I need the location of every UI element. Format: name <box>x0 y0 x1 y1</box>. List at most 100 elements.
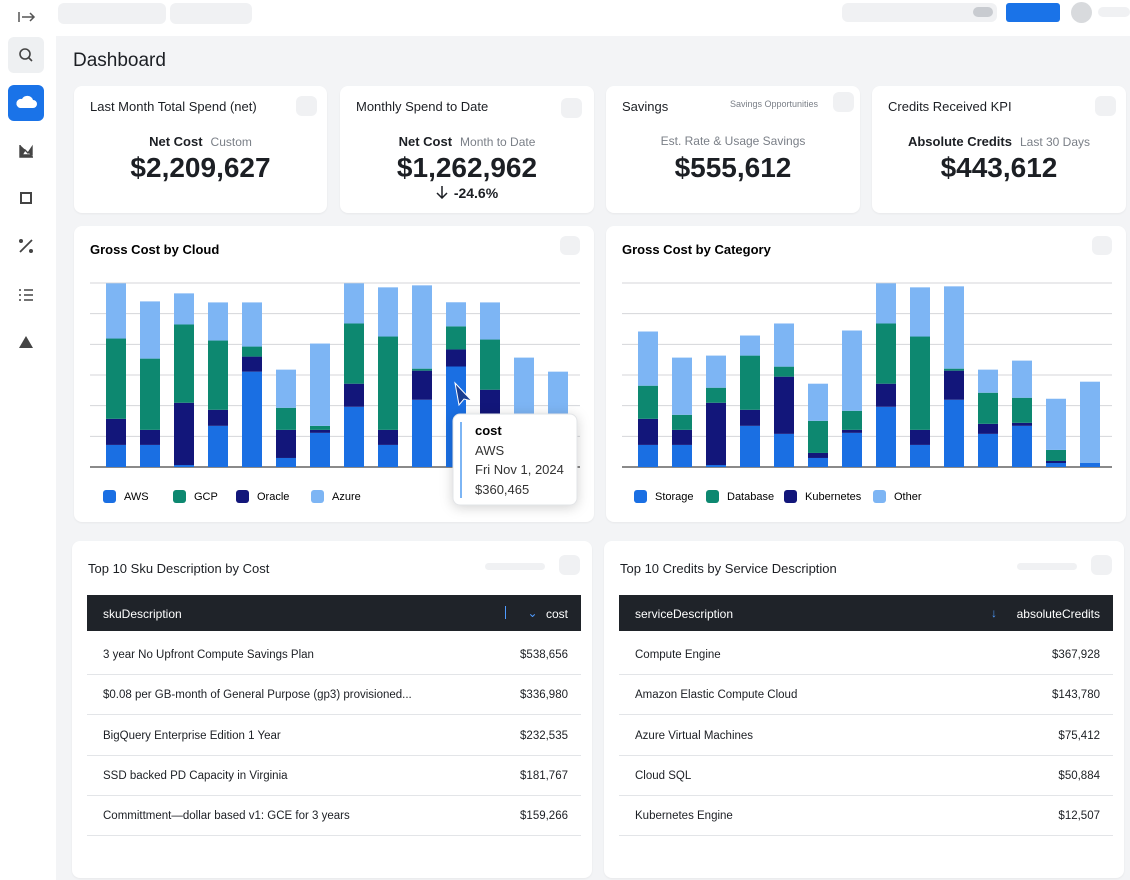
expand-icon[interactable] <box>18 12 36 22</box>
bar-segment <box>672 414 692 430</box>
bar-segment <box>1012 360 1032 398</box>
bar-segment <box>412 368 432 371</box>
bar-segment <box>1046 449 1066 461</box>
kpi-title: Monthly Spend to Date <box>356 99 489 114</box>
bar-segment <box>808 452 828 458</box>
menu-button[interactable] <box>561 98 582 118</box>
cell: $50,884 <box>1058 769 1100 782</box>
search-button[interactable] <box>8 37 44 73</box>
sort-icon: ⌄ <box>527 606 538 620</box>
cell: $367,928 <box>1052 649 1100 661</box>
bar-segment <box>1012 397 1032 423</box>
bar-segment <box>208 340 228 410</box>
percent-nav-icon[interactable] <box>19 239 33 253</box>
cell: BigQuery Enterprise Edition 1 Year <box>103 729 281 742</box>
bar-segment <box>140 358 160 430</box>
bar-segment <box>808 383 828 421</box>
bar-segment <box>480 339 500 390</box>
table-title: Top 10 Sku Description by Cost <box>88 561 270 576</box>
table-header: serviceDescription absoluteCredits ↓ <box>619 595 1113 631</box>
cursor <box>454 381 474 407</box>
bar-segment <box>1046 398 1066 450</box>
cell: Cloud SQL <box>635 769 692 782</box>
bar-segment <box>808 420 828 453</box>
table-row: 3 year No Upfront Compute Savings Plan $5… <box>87 635 581 675</box>
column-header[interactable]: cost <box>545 607 568 621</box>
bar-segment <box>842 432 862 467</box>
cell: Amazon Elastic Compute Cloud <box>635 689 798 702</box>
cloud-icon <box>16 95 37 108</box>
bar-segment <box>672 429 692 445</box>
sort-icon: ↓ <box>991 606 997 620</box>
list-nav-icon[interactable] <box>19 289 33 301</box>
toggle[interactable] <box>973 7 993 17</box>
cell: $159,266 <box>520 810 568 823</box>
kpi-title: Credits Received KPI <box>888 99 1012 114</box>
primary-button[interactable] <box>1006 3 1060 22</box>
menu-button[interactable] <box>1095 96 1116 116</box>
alert-nav-icon[interactable] <box>19 336 33 348</box>
menu-button[interactable] <box>559 555 580 575</box>
table-row: Amazon Elastic Compute Cloud $143,780 <box>619 675 1113 716</box>
bar-segment <box>944 368 964 371</box>
bar-segment <box>638 444 658 467</box>
avatar[interactable] <box>1071 2 1092 23</box>
search-icon <box>19 48 31 60</box>
bar-segment <box>344 406 364 467</box>
bar-segment <box>412 399 432 467</box>
chip-nav-icon[interactable] <box>20 192 32 204</box>
legend-swatch <box>634 490 647 503</box>
menu-button[interactable] <box>296 96 317 116</box>
cell: $143,780 <box>1052 689 1100 702</box>
bar-segment <box>944 370 964 400</box>
bar-segment <box>672 444 692 467</box>
kpi-value: $1,262,962 <box>396 152 538 183</box>
bar-segment <box>1080 381 1100 463</box>
legend-label: Other <box>894 491 922 503</box>
bar-segment <box>310 432 330 467</box>
search-field[interactable] <box>842 3 997 22</box>
bar-segment <box>106 338 126 419</box>
kpi-metric: Net Cost <box>398 134 453 149</box>
cell: SSD backed PD Capacity in Virginia <box>103 769 288 782</box>
legend-swatch <box>784 490 797 503</box>
legend-swatch <box>873 490 886 503</box>
bar-segment <box>412 285 432 369</box>
bar-segment <box>876 283 896 324</box>
tooltip-date: Fri Nov 1, 2024 <box>475 462 564 477</box>
kpi-card: Credits Received KPI Absolute Credits Las… <box>872 86 1126 213</box>
bar-segment <box>548 371 568 422</box>
column-header: serviceDescription <box>635 607 734 621</box>
bar-segment <box>344 383 364 407</box>
legend-label: Storage <box>655 491 694 503</box>
bar-segment <box>740 409 760 426</box>
bar-segment <box>446 349 466 367</box>
menu-button[interactable] <box>1092 236 1112 255</box>
cell: Compute Engine <box>635 649 721 661</box>
search-icon-handle <box>28 57 33 62</box>
menu-button[interactable] <box>833 92 854 112</box>
placeholder <box>485 563 545 570</box>
chart-nav-icon[interactable] <box>19 144 33 158</box>
table-row: Committment—dollar based v1: GCE for 3 y… <box>87 796 581 837</box>
bar-segment <box>174 402 194 465</box>
placeholder <box>1017 563 1077 570</box>
kpi-link[interactable]: Savings Opportunities <box>730 99 819 109</box>
legend-label: Database <box>727 491 774 503</box>
bar-segment <box>242 371 262 467</box>
column-header[interactable]: absoluteCredits <box>1016 607 1100 621</box>
bar-segment <box>978 369 998 393</box>
bar-segment <box>774 433 794 467</box>
bar-segment <box>808 457 828 467</box>
legend-label: AWS <box>124 491 149 503</box>
menu-button[interactable] <box>1091 555 1112 575</box>
bar-segment <box>1080 462 1100 467</box>
table-row: BigQuery Enterprise Edition 1 Year $232,5… <box>87 716 581 756</box>
bar-segment <box>740 335 760 356</box>
cell: $232,535 <box>520 729 568 742</box>
kpi-meta: Net Cost Custom <box>74 134 327 149</box>
bar-segment <box>106 444 126 467</box>
kpi-meta: Absolute Credits Last 30 Days <box>872 134 1126 149</box>
menu-button[interactable] <box>560 236 580 255</box>
